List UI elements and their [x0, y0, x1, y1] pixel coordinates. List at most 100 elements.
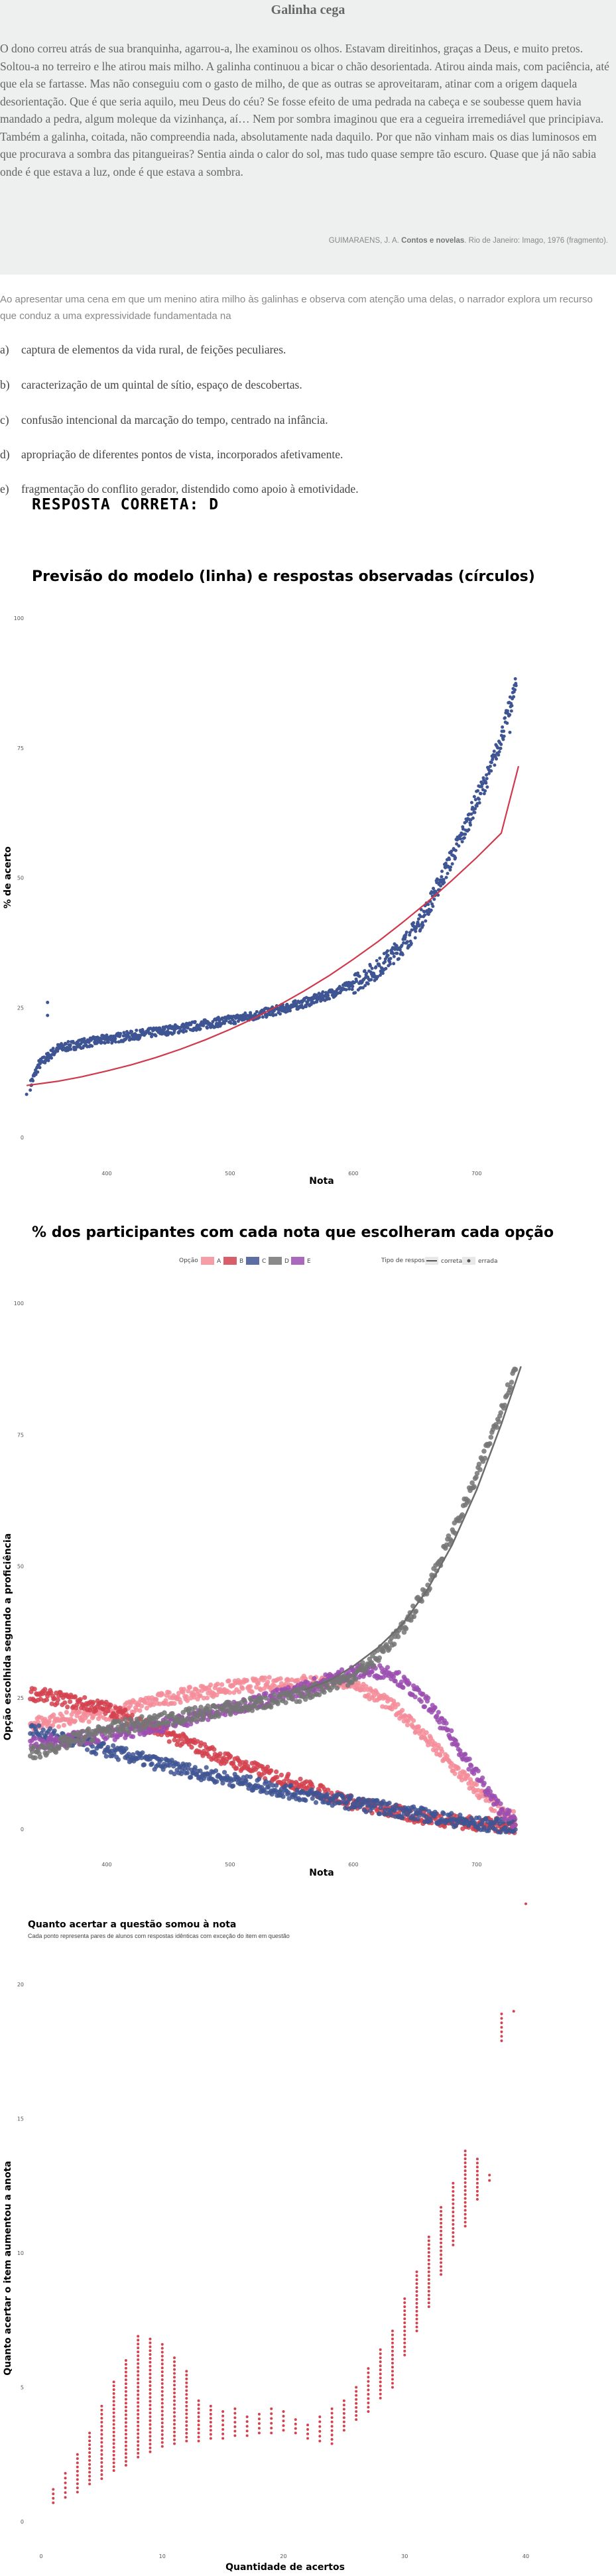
chart2-series-c-point [280, 1790, 285, 1796]
chart2-series-c-point [383, 1807, 388, 1813]
chart3-point [100, 2429, 103, 2432]
chart1-observed-point [426, 903, 430, 907]
chart3-point [112, 2392, 115, 2395]
chart3-point [64, 2477, 67, 2480]
chart2-series-e-point [369, 1669, 375, 1675]
chart1-observed-point [36, 1070, 40, 1074]
chart3-subtitle: Cada ponto representa pares de alunos co… [28, 1933, 290, 1939]
chart1-observed-point [193, 1019, 197, 1023]
chart2-series-e-point [455, 1742, 460, 1747]
chart3-point [137, 2451, 140, 2455]
chart1-observed-point [405, 940, 409, 944]
chart3-point [149, 2349, 152, 2352]
chart2-series-a-point [201, 1695, 206, 1701]
chart2-series-d-point [170, 1710, 175, 1716]
chart1-observed-point [477, 801, 481, 805]
chart3-point [112, 2465, 115, 2469]
chart3-point [149, 2353, 152, 2356]
chart2-series-c-point [270, 1783, 276, 1788]
chart3-point [475, 2189, 479, 2193]
chart2-series-d-point [296, 1686, 302, 1692]
chart3-point [221, 2414, 225, 2417]
chart3-point [512, 2010, 515, 2013]
chart3-point [463, 2224, 467, 2228]
chart1-observed-point [461, 827, 465, 831]
chart2-series-d-point [201, 1712, 207, 1718]
chart3-point [367, 2410, 370, 2413]
chart2-series-a-point [227, 1690, 232, 1695]
chart1-observed-point [442, 880, 446, 884]
chart2-series-a-point [410, 1718, 416, 1723]
chart2-series-a-point [181, 1687, 186, 1692]
chart1-observed-point [424, 919, 428, 923]
chart1-observed-point [122, 1031, 126, 1035]
chart1-observed-point [497, 749, 501, 753]
legend-option-e: E [307, 1258, 311, 1265]
alternative-letter: a) [0, 343, 9, 356]
chart3-point [137, 2401, 140, 2404]
chart1-observed-point [418, 928, 422, 932]
chart1-observed-point [459, 837, 463, 841]
chart3-point [221, 2419, 225, 2422]
chart1-observed-point [410, 928, 414, 932]
chart3-point [112, 2461, 115, 2465]
chart1-observed-point [442, 877, 446, 881]
chart3-point [185, 2374, 188, 2377]
chart2-series-b-point [113, 1705, 119, 1710]
chart3-point [355, 2410, 358, 2413]
chart1-observed-point [66, 1040, 70, 1044]
chart3-point [440, 2265, 443, 2268]
chart1-observed-point [440, 869, 444, 873]
chart2-series-e-point [480, 1775, 485, 1781]
chart2-series-a-point [465, 1773, 471, 1778]
chart2-series-a-point [492, 1808, 497, 1813]
chart2-series-b-point [326, 1787, 331, 1793]
chart1-observed-point [255, 1009, 259, 1013]
chart3-point [463, 2213, 467, 2216]
chart2-series-a-point [420, 1728, 426, 1733]
chart3-point [137, 2432, 140, 2435]
chart1-observed-point [233, 1021, 237, 1025]
chart2-series-b-point [42, 1687, 48, 1692]
chart2-series-e-point [463, 1752, 468, 1757]
chart3-point [185, 2435, 188, 2439]
chart2-series-d-point [502, 1402, 507, 1408]
chart2-series-c-point [449, 1811, 454, 1816]
chart3-point [379, 2356, 382, 2359]
chart3-point [427, 2258, 430, 2262]
chart3-point [149, 2345, 152, 2349]
chart1-observed-point [350, 988, 354, 992]
chart3-point [137, 2393, 140, 2396]
chart1-observed-point [224, 1019, 228, 1023]
chart1-observed-point [31, 1079, 35, 1083]
chart3-point [137, 2420, 140, 2423]
chart1-observed-point [400, 944, 404, 948]
chart3-point [160, 2370, 164, 2374]
chart2-series-c-point [424, 1814, 429, 1819]
chart1-observed-point [473, 806, 477, 810]
chart3-point [330, 2412, 334, 2415]
chart3-point [197, 2419, 200, 2423]
chart2-series-c-point [288, 1783, 294, 1788]
chart2-series-d-point [487, 1441, 493, 1447]
chart2-series-d-point [79, 1729, 84, 1734]
chart3-point [149, 2368, 152, 2372]
chart3-point [185, 2385, 188, 2388]
chart1-observed-point [446, 871, 450, 875]
chart3-point [245, 2425, 249, 2428]
chart3-point [403, 2345, 406, 2349]
chart3-point [197, 2399, 200, 2402]
chart2-series-c-point [213, 1768, 219, 1773]
chart3-point [76, 2465, 79, 2469]
chart1-observed-point [98, 1036, 102, 1040]
chart1-observed-point [505, 709, 509, 713]
chart2-series-c-point [349, 1793, 354, 1799]
chart1-observed-point [351, 984, 355, 988]
chart3-point [452, 2219, 455, 2222]
chart3-point [403, 2321, 406, 2325]
chart2-series-b-point [105, 1708, 111, 1714]
chart3-ytick: 0 [21, 2519, 24, 2525]
chart3-point [88, 2471, 92, 2474]
chart3-point [415, 2274, 418, 2278]
chart3-point [475, 2181, 479, 2185]
